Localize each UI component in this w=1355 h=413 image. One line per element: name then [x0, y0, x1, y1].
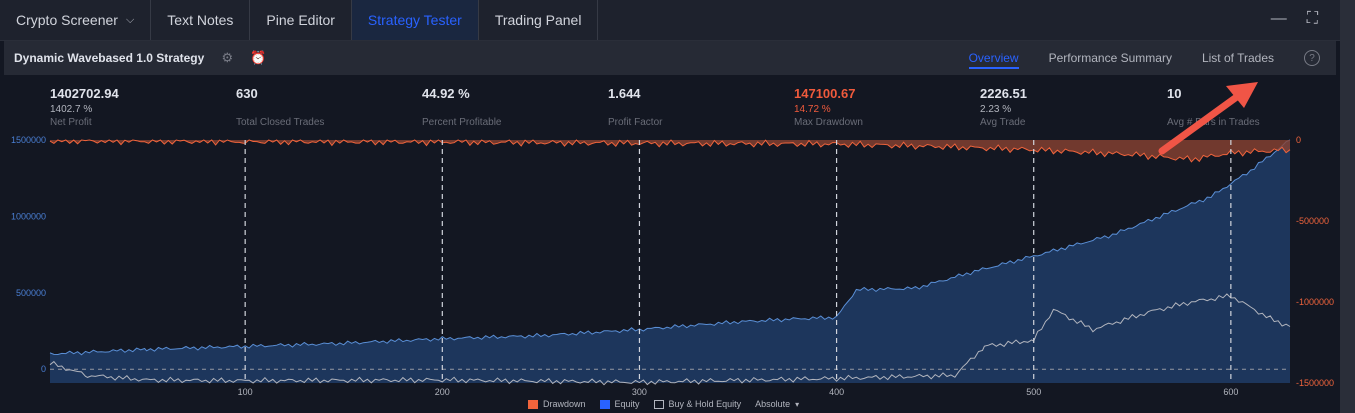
x-tick-label: 500 [1026, 387, 1041, 397]
right-tick-label: -1500000 [1296, 378, 1334, 388]
x-tick-label: 100 [238, 387, 253, 397]
tab-list-of-trades[interactable]: List of Trades [1201, 51, 1274, 65]
tab-text-notes[interactable]: Text Notes [151, 0, 251, 40]
stat-label: Avg Trade [980, 117, 1026, 128]
buy-hold-line [49, 293, 1291, 386]
stat-value: 1.644 [608, 86, 641, 101]
stat-label: Profit Factor [608, 117, 663, 128]
mode-label: Absolute [755, 399, 791, 409]
stat-label: Avg # Bars in Trades [1167, 117, 1260, 128]
stat-label: Net Profit [50, 117, 92, 128]
strategy-name: Dynamic Wavebased 1.0 Strategy [14, 51, 205, 65]
x-tick-label: 200 [435, 387, 450, 397]
equity-swatch [599, 399, 610, 409]
report-tabs: Overview Performance Summary List of Tra… [968, 41, 1336, 75]
stat-total-closed-trades: 630 Total Closed Trades [236, 86, 324, 128]
chevron-down-icon: ▾ [795, 399, 800, 409]
stat-value: 2226.51 [980, 86, 1027, 101]
tab-performance-summary[interactable]: Performance Summary [1048, 51, 1172, 65]
tab-label: Strategy Tester [367, 12, 462, 28]
tab-trading-panel[interactable]: Trading Panel [479, 0, 599, 40]
stat-sub [236, 104, 324, 115]
right-tick-label: -1000000 [1296, 297, 1334, 307]
stat-max-drawdown: 147100.67 14.72 % Max Drawdown [794, 86, 863, 128]
settings-gear-icon[interactable]: ⚙ [221, 50, 234, 65]
tab-crypto-screener[interactable]: Crypto Screener ⌵ [0, 0, 152, 40]
stat-value: 630 [236, 86, 258, 101]
legend-drawdown[interactable]: Drawdown [528, 399, 586, 409]
window-controls: — ⛶ [1271, 10, 1318, 28]
left-tick-label: 1000000 [11, 211, 46, 221]
x-tick-label: 300 [632, 387, 647, 397]
x-tick-label: 600 [1223, 387, 1238, 397]
strategy-header: Dynamic Wavebased 1.0 Strategy ⚙ ⏰ Overv… [4, 41, 1336, 75]
legend-label: Buy & Hold Equity [668, 399, 742, 409]
maximize-icon[interactable]: ⛶ [1306, 10, 1318, 27]
stat-label: Percent Profitable [422, 117, 502, 128]
drawdown-line [49, 139, 1291, 163]
stat-value: 147100.67 [794, 86, 856, 101]
stat-sub [1167, 104, 1260, 115]
stat-sub: 1402.7 % [50, 104, 93, 115]
bottom-panel-tabbar: Crypto Screener ⌵ Text Notes Pine Editor… [0, 0, 1340, 41]
legend-equity[interactable]: Equity [599, 399, 640, 409]
tab-label: Trading Panel [494, 12, 582, 28]
left-tick-label: 1500000 [11, 135, 46, 145]
legend-label: Drawdown [543, 399, 586, 409]
stat-profit-factor: 1.644 Profit Factor [608, 86, 662, 128]
tab-overview[interactable]: Overview [968, 41, 1019, 75]
legend-label: Equity [614, 399, 640, 409]
chart-legend: Drawdown Equity Buy & Hold Equity Absolu… [528, 399, 799, 409]
left-tick-label: 0 [41, 364, 46, 374]
alarm-clock-icon[interactable]: ⏰ [250, 50, 267, 65]
help-icon[interactable]: ? [1304, 50, 1320, 66]
chevron-down-icon[interactable]: ⌵ [125, 13, 135, 26]
right-tick-label: 0 [1296, 135, 1301, 145]
mode-dropdown[interactable]: Absolute ▾ [755, 399, 799, 409]
stat-value: 1402702.94 [50, 86, 119, 101]
right-tick-label: -500000 [1296, 216, 1329, 226]
tab-label: Crypto Screener [16, 12, 118, 28]
stat-avg-bars-in-trades: 10 Avg # Bars in Trades [1167, 86, 1260, 128]
left-tick-label: 500000 [16, 288, 46, 298]
stat-value: 10 [1167, 86, 1182, 101]
drawdown-area [50, 140, 1290, 162]
stat-sub: 14.72 % [794, 104, 831, 115]
equity-area [50, 140, 1290, 383]
stat-value: 44.92 % [422, 86, 470, 101]
stat-label: Total Closed Trades [236, 117, 325, 128]
stat-sub: 2.23 % [980, 104, 1012, 115]
legend-buy-hold[interactable]: Buy & Hold Equity [653, 399, 742, 409]
stat-percent-profitable: 44.92 % Percent Profitable [422, 86, 502, 128]
equity-line [49, 139, 1291, 356]
stat-sub [422, 104, 502, 115]
stat-sub [608, 104, 662, 115]
minimize-icon[interactable]: — [1270, 10, 1287, 27]
tab-pine-editor[interactable]: Pine Editor [250, 0, 352, 40]
right-scroll-edge [1340, 0, 1355, 413]
drawdown-swatch [528, 399, 538, 409]
tab-label: Text Notes [167, 12, 234, 28]
buyhold-swatch [653, 399, 664, 409]
stat-label: Max Drawdown [794, 117, 863, 128]
tab-label: Pine Editor [266, 12, 335, 28]
tab-strategy-tester[interactable]: Strategy Tester [351, 0, 479, 40]
stat-avg-trade: 2226.51 2.23 % Avg Trade [980, 86, 1027, 128]
stat-net-profit: 1402702.94 1402.7 % Net Profit [50, 86, 119, 128]
x-tick-label: 400 [829, 387, 844, 397]
